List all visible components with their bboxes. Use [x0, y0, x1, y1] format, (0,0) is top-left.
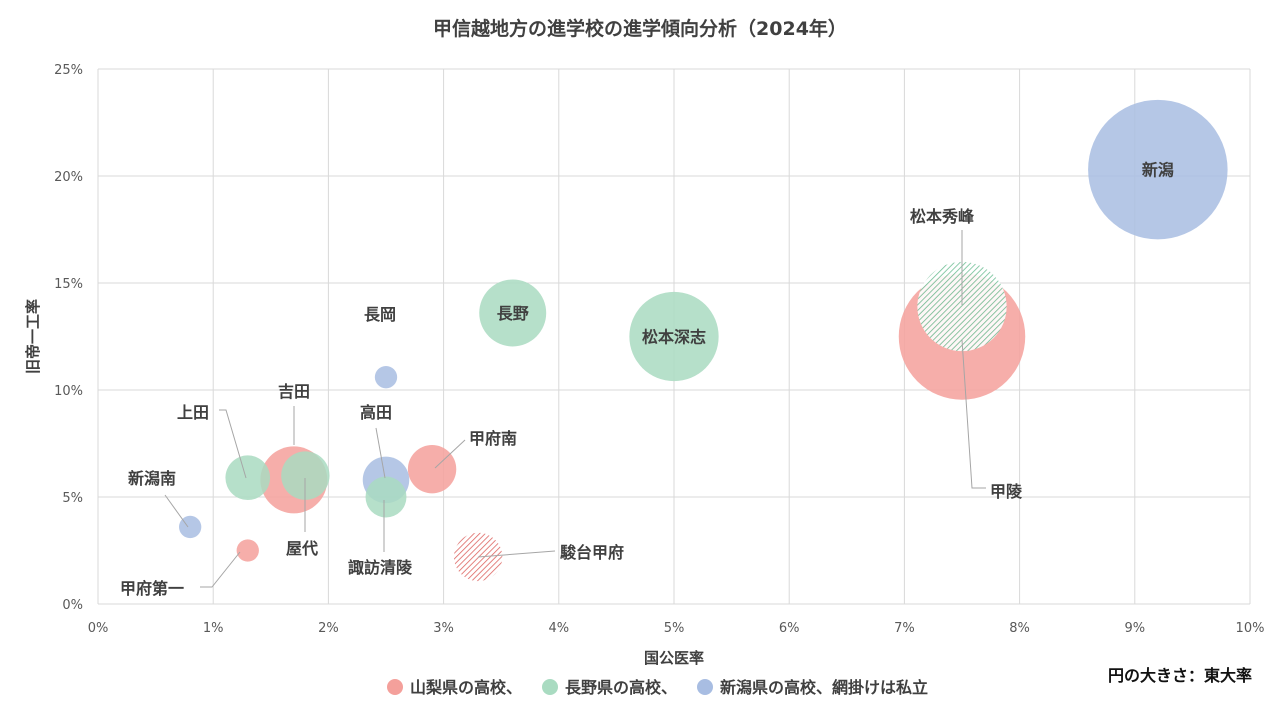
- bubble-size-note: 円の大きさ：東大率: [1107, 666, 1252, 685]
- bubble-label: 松本深志: [642, 328, 706, 347]
- x-tick-label: 2%: [318, 621, 339, 636]
- bubble-label: 吉田: [278, 382, 310, 401]
- x-tick-label: 8%: [1009, 621, 1030, 636]
- x-tick-label: 7%: [894, 621, 915, 636]
- legend-entry: 山梨県の高校、: [410, 678, 522, 697]
- bubble-point: [365, 476, 407, 518]
- x-axis-label: 国公医率: [644, 649, 704, 667]
- bubble-label: 新潟: [1142, 161, 1174, 180]
- bubble-point: [179, 515, 202, 539]
- bubble-point: [629, 291, 719, 382]
- x-tick-label: 0%: [88, 621, 109, 636]
- bubble-label: 上田: [177, 403, 209, 422]
- bubble-label: 屋代: [286, 539, 318, 558]
- label-leader-line: [961, 339, 986, 489]
- legend-marker: [697, 679, 713, 695]
- label-leader-line: [219, 409, 247, 479]
- bubble-label: 甲陵: [990, 482, 1023, 501]
- legend-marker: [387, 679, 403, 695]
- bubble-label: 諏訪清陵: [348, 558, 413, 577]
- legend-marker: [542, 679, 558, 695]
- y-tick-label: 25%: [54, 63, 83, 78]
- x-tick-label: 9%: [1124, 621, 1145, 636]
- bubble-point: [236, 539, 259, 562]
- bubble-label: 長岡: [364, 305, 396, 324]
- bubble-label: 駿台甲府: [560, 543, 624, 562]
- x-tick-label: 3%: [433, 621, 454, 636]
- y-tick-label: 0%: [62, 598, 83, 613]
- y-tick-label: 5%: [62, 491, 83, 506]
- label-leader-line: [164, 494, 189, 528]
- legend-entry: 長野県の高校、: [565, 678, 677, 697]
- bubble-point: [225, 455, 271, 501]
- bubble-label: 長野: [497, 304, 529, 323]
- chart-title: 甲信越地方の進学校の進学傾向分析（2024年）: [433, 18, 847, 40]
- label-leader-line: [375, 427, 386, 479]
- y-tick-label: 20%: [54, 170, 83, 185]
- x-tick-label: 1%: [203, 621, 224, 636]
- bubble-point: [374, 366, 398, 389]
- bubble-label: 高田: [360, 403, 392, 422]
- bubble-label: 松本秀峰: [910, 207, 975, 226]
- legend-entry: 新潟県の高校、網掛けは私立: [720, 678, 928, 697]
- bubble-point: [281, 451, 330, 500]
- label-leader-line: [200, 551, 241, 588]
- bubble-point: [407, 445, 457, 494]
- y-axis-label: 旧帝一工率: [24, 299, 42, 374]
- label-leader-line: [477, 550, 556, 558]
- bubble-label: 甲府南: [469, 429, 517, 448]
- y-tick-label: 10%: [54, 384, 83, 399]
- x-tick-label: 4%: [548, 621, 569, 636]
- x-tick-label: 5%: [664, 621, 685, 636]
- bubble-label: 甲府第一: [120, 579, 184, 598]
- bubble-point: [479, 279, 547, 347]
- x-tick-label: 10%: [1236, 621, 1265, 636]
- bubble-point: [917, 261, 1007, 352]
- label-leader-line: [434, 439, 466, 469]
- bubble-label: 新潟南: [128, 469, 176, 488]
- bubble-point: [1088, 99, 1228, 240]
- y-tick-label: 15%: [54, 277, 83, 292]
- x-tick-label: 6%: [779, 621, 800, 636]
